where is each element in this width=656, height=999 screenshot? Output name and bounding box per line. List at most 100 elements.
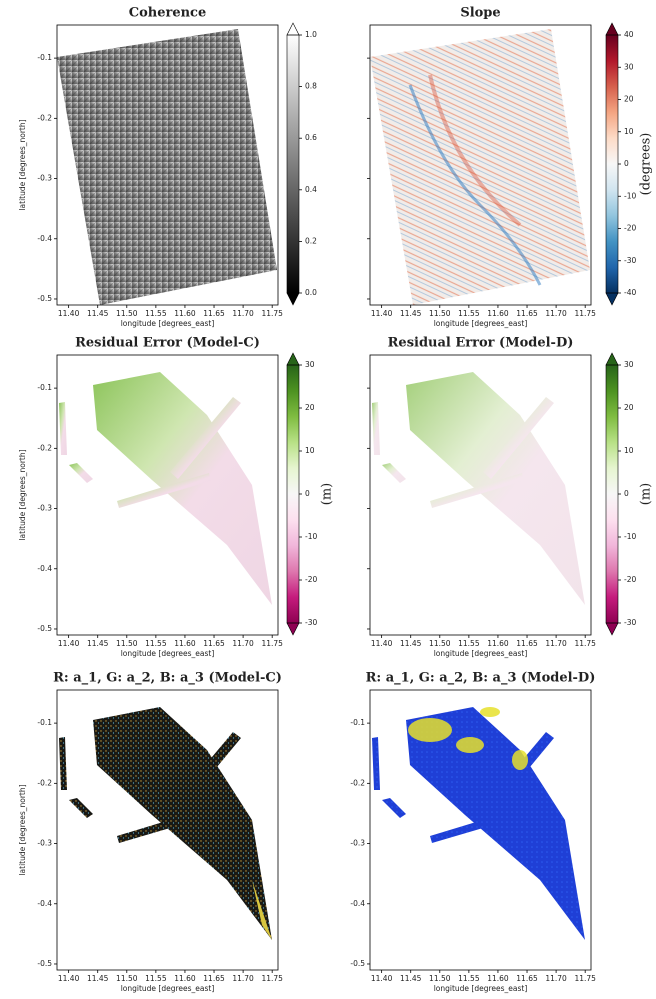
x-axis-label: longitude [degrees_east] [121,319,215,328]
x-tick-label: 11.50 [116,309,138,318]
panel: R: a_1, G: a_2, B: a_3 (Model-D) 11.40 11.… [350,671,596,994]
x-tick-label: 11.65 [516,309,538,318]
x-tick-label: 11.70 [545,309,567,318]
colorbar [287,35,299,293]
x-axis-label: longitude [degrees_east] [434,649,528,658]
x-tick-label: 11.45 [87,309,109,318]
map-area [372,402,380,455]
x-tick-label: 11.75 [574,309,596,318]
y-axis-label: latitude [degrees_north] [18,449,27,540]
panel-title: R: a_1, G: a_2, B: a_3 (Model-C) [53,671,282,686]
colorbar-tick-label: 30 [305,360,315,369]
x-tick-label: 11.45 [400,309,422,318]
map-image [57,29,277,305]
x-tick-label: 11.55 [458,639,480,648]
x-tick-label: 11.60 [487,309,509,318]
colorbar-extend [286,292,300,306]
map-area [483,732,554,814]
axes-frame [369,354,592,636]
x-tick-label: 11.70 [545,974,567,983]
colorbar [606,365,618,623]
colorbar-extend [286,22,300,36]
colorbar-tick-label: 0.8 [305,82,317,91]
map-image [59,707,272,940]
colorbar-tick-label: -20 [624,224,636,233]
map-area [372,737,380,790]
colorbar-frame [286,34,300,294]
panel: Residual Error (Model-C) 11.40 11.45 11.50 1… [18,336,335,659]
map-texture [428,74,522,227]
y-tick-label: -0.4 [37,234,52,243]
panel-title: Coherence [129,6,207,21]
y-tick-label: -0.5 [350,959,365,968]
colorbar-tick-label: 10 [624,127,634,136]
colorbar-label: (m) [639,483,654,505]
y-tick-label: -0.1 [350,718,365,727]
map-image [372,372,585,605]
x-tick-label: 11.55 [458,309,480,318]
panel: Coherence 11.40 11.45 11.50 11.55 11.60 11.65 1… [18,6,317,329]
axes-frame [56,689,279,971]
x-tick-label: 11.40 [58,639,80,648]
colorbar-tick-label: 1.0 [305,30,317,39]
x-tick-label: 11.65 [516,974,538,983]
y-tick-label: -0.1 [37,53,52,62]
axes-frame [56,24,279,306]
map-texture [512,750,528,770]
x-tick-label: 11.50 [116,639,138,648]
colorbar-tick-label: -30 [624,256,636,265]
y-tick-label: -0.2 [37,778,52,787]
map-texture [456,737,484,753]
colorbar-tick-label: 30 [624,62,634,71]
panel-title: Residual Error (Model-D) [388,336,574,351]
map-image [372,707,585,940]
colorbar-tick-label: -10 [624,191,636,200]
colorbar-tick-label: 30 [624,360,634,369]
x-axis-label: longitude [degrees_east] [121,649,215,658]
panel-title: Slope [460,6,500,21]
x-tick-label: 11.75 [261,309,283,318]
y-tick-label: -0.4 [37,899,52,908]
map-image [370,29,590,305]
x-tick-label: 11.70 [232,309,254,318]
colorbar-tick-label: -10 [624,532,636,541]
map-area [69,463,93,483]
x-tick-label: 11.50 [429,639,451,648]
x-tick-label: 11.60 [487,639,509,648]
y-tick-label: -0.5 [37,624,52,633]
y-tick-label: -0.3 [37,839,52,848]
colorbar-tick-label: -20 [305,575,317,584]
colorbar-extend [286,622,300,636]
colorbar-extend [605,352,619,366]
x-axis-label: longitude [degrees_east] [434,319,528,328]
colorbar-tick-label: 10 [624,446,634,455]
colorbar [287,365,299,623]
y-tick-label: -0.2 [37,443,52,452]
x-tick-label: 11.45 [87,639,109,648]
x-tick-label: 11.45 [87,974,109,983]
y-tick-label: -0.4 [37,564,52,573]
colorbar-extend [605,22,619,36]
map-area [69,798,93,818]
colorbar [606,35,618,293]
y-tick-label: -0.1 [37,383,52,392]
panel-title: Residual Error (Model-C) [75,336,260,351]
x-tick-label: 11.40 [371,974,393,983]
colorbar-tick-label: -20 [624,575,636,584]
colorbar-tick-label: 10 [305,446,315,455]
x-tick-label: 11.40 [58,309,80,318]
y-tick-label: -0.5 [37,294,52,303]
map-texture [408,84,542,286]
map-texture [408,718,452,742]
x-tick-label: 11.75 [574,639,596,648]
panel: Slope 11.40 11.45 11.50 11.55 11.60 11.65 11.70… [367,6,654,328]
colorbar-extend [605,292,619,306]
map-area [170,397,241,479]
x-tick-label: 11.55 [145,309,167,318]
colorbar-tick-label: -10 [305,532,317,541]
x-tick-label: 11.40 [371,309,393,318]
x-tick-label: 11.45 [400,639,422,648]
y-axis-label: latitude [degrees_north] [18,119,27,210]
x-tick-label: 11.50 [116,974,138,983]
y-tick-label: -0.1 [37,718,52,727]
